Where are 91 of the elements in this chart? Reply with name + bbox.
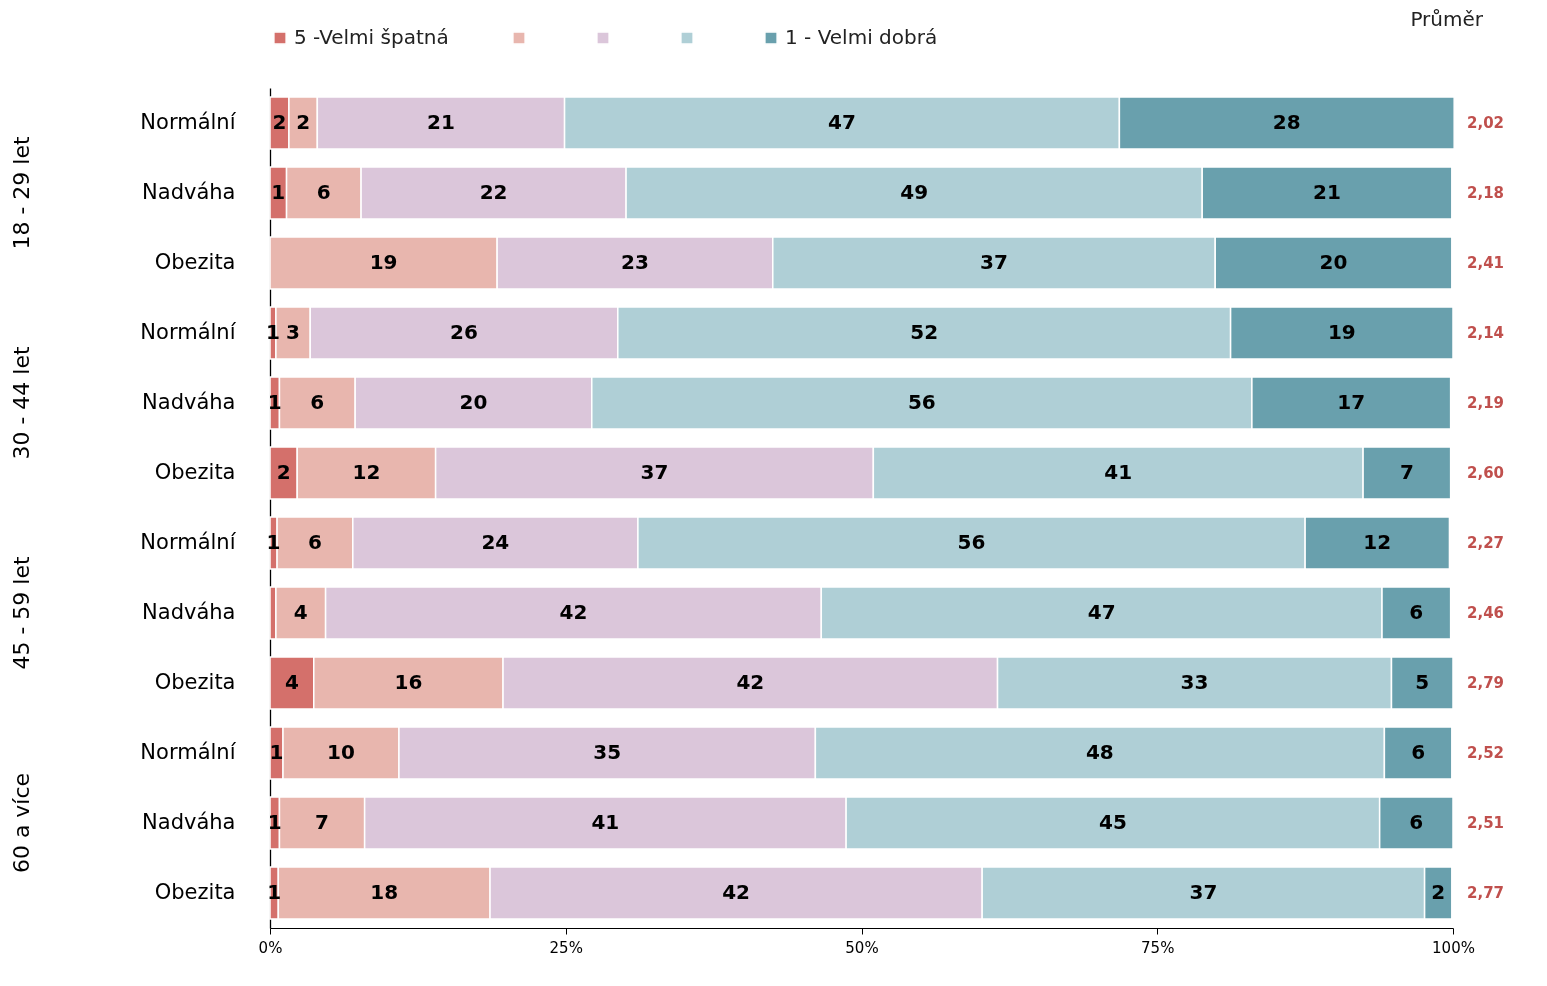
- x-tick-label: 50%: [845, 938, 879, 957]
- data-label: 6: [1409, 810, 1424, 834]
- data-label: 37: [640, 460, 669, 484]
- text: 30 - 44 let: [9, 346, 34, 460]
- text: 2,77: [1467, 884, 1505, 902]
- y-tick-label: Obezita: [154, 670, 236, 694]
- data-label: 7: [315, 810, 330, 834]
- text: 45 - 59 let: [9, 556, 34, 670]
- data-label: 20: [459, 390, 488, 414]
- x-tick-label: 25%: [549, 938, 583, 957]
- data-label: 56: [907, 390, 936, 414]
- data-label: 35: [593, 740, 622, 764]
- data-label: 4: [293, 600, 308, 624]
- legend-label: 5 -Velmi špatná: [294, 25, 449, 49]
- data-label: 12: [352, 460, 381, 484]
- data-label: 6: [310, 390, 325, 414]
- data-label: 19: [1327, 320, 1356, 344]
- x-tick-label: 100%: [1432, 938, 1475, 957]
- legend-label: 1 - Velmi dobrá: [785, 25, 938, 49]
- data-label: 17: [1337, 390, 1366, 414]
- y-tick-label: Obezita: [154, 880, 236, 904]
- data-label: 6: [316, 180, 331, 204]
- text: 2,14: [1467, 324, 1505, 342]
- text: 2,02: [1467, 114, 1505, 132]
- y-tick-label: Normální: [140, 530, 237, 554]
- y-tick-label: Nadváha: [142, 600, 236, 624]
- y-tick-label: Normální: [140, 110, 237, 134]
- data-label: 28: [1272, 110, 1301, 134]
- data-label: 2: [272, 110, 287, 134]
- data-label: 6: [1411, 740, 1426, 764]
- data-label: 42: [559, 600, 588, 624]
- data-label: 42: [722, 880, 751, 904]
- x-tick-label: 75%: [1141, 938, 1175, 957]
- y-tick-label: Normální: [140, 740, 237, 764]
- data-label: 22: [479, 180, 508, 204]
- data-label: 47: [828, 110, 856, 134]
- data-label: 3: [286, 320, 301, 344]
- data-label: 2: [296, 110, 311, 134]
- data-label: 56: [957, 530, 986, 554]
- y-tick-label: Nadváha: [142, 390, 236, 414]
- data-label: 6: [307, 530, 322, 554]
- data-label: 1: [271, 180, 286, 204]
- text: 2,60: [1467, 464, 1505, 482]
- data-label: 26: [450, 320, 478, 344]
- data-label: 21: [1313, 180, 1341, 204]
- data-label: 12: [1363, 530, 1392, 554]
- data-label: 1: [269, 740, 284, 764]
- data-label: 2: [1431, 880, 1446, 904]
- data-label: 18: [370, 880, 399, 904]
- data-label: 37: [980, 250, 1008, 274]
- data-label: 41: [1104, 460, 1133, 484]
- data-label: 37: [1189, 880, 1218, 904]
- data-label: 41: [591, 810, 620, 834]
- data-label: 7: [1399, 460, 1414, 484]
- text: 2,52: [1467, 744, 1505, 762]
- data-label: 47: [1087, 600, 1116, 624]
- text: 60 a více: [9, 772, 34, 874]
- x-tick-label: 0%: [258, 938, 283, 957]
- data-label: 6: [1409, 600, 1424, 624]
- data-label: 49: [900, 180, 929, 204]
- data-label: 48: [1085, 740, 1114, 764]
- data-label: 10: [327, 740, 355, 764]
- data-label: 19: [369, 250, 398, 274]
- data-label: 16: [394, 670, 423, 694]
- data-label: 1: [266, 530, 281, 554]
- y-tick-label: Normální: [140, 320, 237, 344]
- y-tick-label: Obezita: [154, 460, 236, 484]
- data-label: 2: [276, 460, 291, 484]
- y-tick-label: Nadváha: [142, 180, 236, 204]
- text: 18 - 29 let: [9, 136, 34, 250]
- text: 2,79: [1467, 674, 1505, 692]
- text: 2,19: [1467, 394, 1505, 412]
- text: 2,27: [1467, 534, 1505, 552]
- data-label: 5: [1415, 670, 1430, 694]
- text: 2,41: [1467, 254, 1505, 272]
- data-label: 45: [1098, 810, 1127, 834]
- data-label: 4: [284, 670, 299, 694]
- text: Průměr: [1410, 7, 1484, 31]
- data-label: 20: [1319, 250, 1348, 274]
- text: 2,51: [1467, 814, 1505, 832]
- data-label: 24: [481, 530, 510, 554]
- data-label: 42: [736, 670, 765, 694]
- y-tick-label: Obezita: [154, 250, 236, 274]
- text: 2,18: [1467, 184, 1505, 202]
- text: 2,46: [1467, 604, 1505, 622]
- data-label: 21: [427, 110, 455, 134]
- data-label: 33: [1180, 670, 1209, 694]
- data-label: 52: [910, 320, 939, 344]
- y-tick-label: Nadváha: [142, 810, 236, 834]
- data-label: 1: [266, 320, 280, 344]
- data-label: 23: [621, 250, 649, 274]
